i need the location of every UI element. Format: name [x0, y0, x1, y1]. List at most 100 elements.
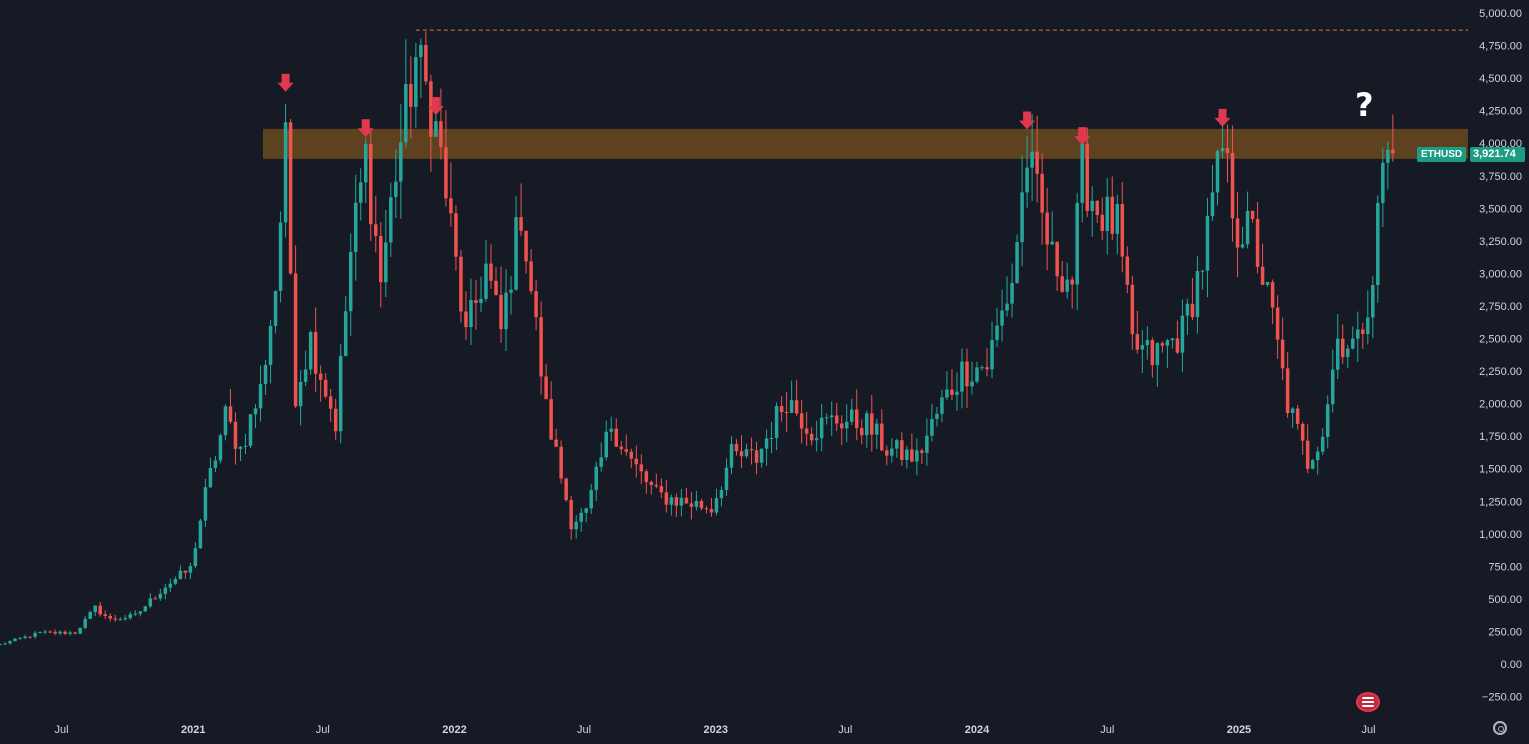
candle[interactable]	[960, 348, 964, 409]
candle[interactable]	[313, 307, 318, 392]
candle[interactable]	[1250, 210, 1255, 223]
candle[interactable]	[278, 211, 283, 303]
candle[interactable]	[358, 168, 363, 221]
candle[interactable]	[669, 494, 674, 516]
candle[interactable]	[1180, 299, 1185, 373]
candle[interactable]	[799, 400, 804, 444]
candle[interactable]	[283, 103, 288, 238]
candle[interactable]	[865, 410, 869, 448]
candle[interactable]	[1356, 311, 1360, 362]
candle[interactable]	[48, 630, 52, 634]
candle[interactable]	[1340, 324, 1345, 364]
candle[interactable]	[228, 388, 233, 424]
candle[interactable]	[323, 372, 328, 399]
candle[interactable]	[749, 437, 754, 465]
candle[interactable]	[208, 457, 213, 489]
candle[interactable]	[13, 638, 17, 642]
candle[interactable]	[849, 398, 854, 425]
candle[interactable]	[940, 389, 944, 423]
candle[interactable]	[369, 130, 373, 241]
candle[interactable]	[985, 348, 989, 377]
us-flag-icon[interactable]	[1356, 692, 1380, 712]
candle[interactable]	[1185, 298, 1190, 335]
candle[interactable]	[158, 588, 163, 601]
candle[interactable]	[789, 380, 794, 414]
candle[interactable]	[689, 492, 694, 520]
candle[interactable]	[784, 392, 789, 433]
candle[interactable]	[1346, 344, 1350, 368]
candle[interactable]	[434, 113, 438, 138]
candle[interactable]	[424, 31, 428, 85]
candle[interactable]	[138, 611, 143, 617]
candle[interactable]	[890, 438, 894, 463]
candle[interactable]	[794, 379, 799, 416]
candle[interactable]	[223, 404, 228, 441]
candle[interactable]	[23, 634, 27, 639]
candle[interactable]	[118, 616, 122, 621]
candle[interactable]	[624, 434, 629, 456]
candle[interactable]	[1325, 395, 1330, 449]
candle[interactable]	[1080, 139, 1084, 223]
candle[interactable]	[809, 427, 814, 446]
candle[interactable]	[654, 473, 659, 489]
candle[interactable]	[168, 578, 173, 593]
candle[interactable]	[33, 630, 37, 639]
candle[interactable]	[18, 636, 22, 640]
candle[interactable]	[629, 448, 634, 468]
candle[interactable]	[699, 498, 704, 511]
candle[interactable]	[1015, 234, 1019, 284]
candle[interactable]	[1175, 320, 1180, 355]
candle[interactable]	[484, 239, 488, 302]
candle[interactable]	[920, 448, 924, 464]
candle[interactable]	[409, 56, 413, 139]
candle[interactable]	[559, 440, 563, 484]
candle[interactable]	[198, 518, 203, 549]
candle[interactable]	[238, 445, 243, 461]
candle[interactable]	[1295, 405, 1300, 430]
candle[interactable]	[1230, 125, 1235, 242]
candle[interactable]	[1085, 127, 1089, 217]
candle[interactable]	[1010, 263, 1014, 318]
candle[interactable]	[569, 495, 573, 540]
candle[interactable]	[93, 605, 97, 617]
candle[interactable]	[729, 436, 734, 475]
candle[interactable]	[218, 433, 223, 464]
candle[interactable]	[1240, 226, 1245, 249]
candle[interactable]	[123, 615, 128, 621]
candle[interactable]	[714, 488, 719, 516]
candle[interactable]	[804, 411, 809, 446]
candle[interactable]	[273, 290, 278, 334]
candle[interactable]	[363, 138, 368, 204]
candle[interactable]	[945, 371, 949, 400]
candle[interactable]	[579, 507, 583, 532]
candle[interactable]	[308, 330, 313, 375]
candle[interactable]	[469, 278, 473, 346]
candle[interactable]	[1215, 149, 1220, 206]
candle[interactable]	[459, 250, 463, 323]
candle[interactable]	[1235, 191, 1240, 278]
candle[interactable]	[594, 461, 598, 502]
candle[interactable]	[1130, 275, 1135, 350]
candle[interactable]	[1275, 295, 1280, 359]
candle[interactable]	[900, 432, 904, 466]
candle[interactable]	[133, 610, 138, 617]
candle[interactable]	[844, 404, 849, 443]
candle[interactable]	[935, 406, 939, 427]
candle[interactable]	[379, 222, 383, 308]
candle[interactable]	[173, 576, 178, 586]
candle[interactable]	[779, 396, 784, 422]
candle[interactable]	[875, 418, 879, 449]
candle[interactable]	[78, 627, 82, 635]
candle[interactable]	[53, 629, 57, 636]
candle[interactable]	[73, 631, 77, 635]
candle[interactable]	[824, 413, 829, 425]
candle[interactable]	[774, 402, 779, 451]
candle[interactable]	[860, 419, 864, 445]
candle[interactable]	[709, 497, 714, 517]
candle[interactable]	[1120, 182, 1125, 273]
candle[interactable]	[303, 350, 308, 387]
candle[interactable]	[193, 542, 198, 569]
candle[interactable]	[68, 630, 72, 636]
candle[interactable]	[1245, 191, 1250, 249]
candle[interactable]	[258, 365, 263, 422]
